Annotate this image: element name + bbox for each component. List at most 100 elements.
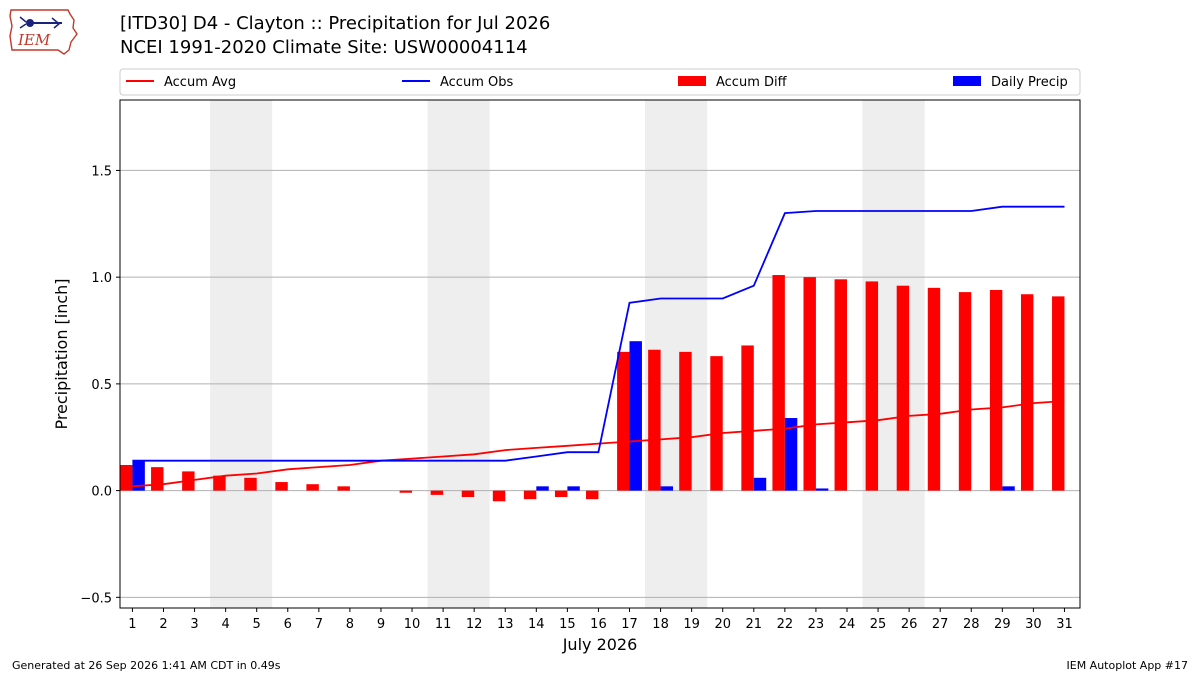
x-tick-label: 27: [932, 617, 949, 632]
chart-subtitle: NCEI 1991-2020 Climate Site: USW00004114: [120, 37, 528, 58]
accum-diff-bar: [865, 281, 879, 491]
accum-diff-bar: [989, 289, 1003, 491]
accum-diff-bar: [151, 467, 164, 491]
accum-diff-bar: [834, 279, 847, 491]
accum-diff-bar: [244, 477, 257, 491]
daily-precip-bar: [536, 486, 549, 491]
wind-icon: [19, 16, 61, 29]
x-tick-label: 29: [994, 617, 1011, 632]
x-tick-label: 18: [652, 617, 669, 632]
x-tick-label: 23: [808, 617, 825, 632]
legend-item-accum-obs: Accum Obs: [402, 75, 513, 90]
x-tick-label: 30: [1025, 617, 1042, 632]
x-tick-label: 4: [221, 617, 229, 632]
daily-precip-bar: [753, 477, 767, 491]
accum-diff-bar: [275, 482, 288, 491]
iowa-outline: [9, 9, 78, 55]
x-tick-label: 9: [377, 617, 385, 632]
x-tick-label: 21: [746, 617, 763, 632]
legend-item-daily-precip: Daily Precip: [953, 75, 1068, 90]
accum-diff-bar: [430, 490, 444, 495]
accum-diff-bar: [896, 285, 910, 491]
x-tick-label: 25: [870, 617, 887, 632]
logo-text: IEM: [17, 31, 51, 49]
accum-diff-bar: [586, 490, 599, 500]
x-tick-label: 22: [777, 617, 794, 632]
legend-label: Accum Diff: [716, 75, 788, 90]
plot-frame: [119, 99, 1081, 609]
accum-diff-bar: [120, 464, 133, 491]
x-tick-label: 26: [901, 617, 918, 632]
legend: Accum Avg Accum Obs Accum Diff Daily Precip: [119, 68, 1081, 96]
x-tick-label: 7: [315, 617, 323, 632]
x-tick-label: 2: [159, 617, 167, 632]
accum-obs-line: [132, 205, 1065, 462]
y-axis-label: Precipitation [inch]: [52, 278, 71, 429]
x-tick-label: 31: [1056, 617, 1073, 632]
daily-precip-bar: [660, 486, 674, 491]
x-tick-label: 6: [284, 617, 292, 632]
chart-title: [ITD30] D4 - Clayton :: Precipitation fo…: [120, 13, 551, 34]
generated-timestamp: Generated at 26 Sep 2026 1:41 AM CDT in …: [12, 659, 281, 672]
accum-diff-bar: [803, 277, 816, 491]
x-tick-label: 28: [963, 617, 980, 632]
accum-diff-bar: [710, 356, 723, 491]
accum-diff-bar: [927, 287, 941, 491]
accum-diff-bar: [213, 475, 226, 491]
y-tick-label: −0.5: [80, 591, 112, 606]
weekend-band: [427, 100, 490, 608]
accum-diff-bar: [958, 292, 972, 491]
y-tick-label: 0.0: [91, 485, 112, 500]
x-tick-label: 16: [590, 617, 607, 632]
accum-diff-bar: [772, 275, 785, 491]
x-tick-label: 5: [253, 617, 261, 632]
daily-precip-bar: [629, 341, 642, 491]
accum-diff-bar: [1052, 296, 1065, 491]
legend-item-accum-avg: Accum Avg: [126, 75, 236, 90]
y-tick-label: 1.0: [91, 271, 112, 286]
x-tick-label: 3: [190, 617, 198, 632]
x-tick-label: 17: [621, 617, 638, 632]
daily-precip-bar: [1002, 486, 1015, 491]
accum-diff-bar: [306, 484, 319, 491]
autoplot-app-label: IEM Autoplot App #17: [1066, 659, 1189, 672]
x-tick-label: 15: [559, 617, 576, 632]
accum-diff-bar: [554, 490, 568, 498]
x-tick-label: 14: [528, 617, 545, 632]
x-tick-label: 12: [466, 617, 483, 632]
x-tick-label: 1: [128, 617, 136, 632]
accum-diff-bar: [399, 490, 413, 493]
accum-diff-bar: [617, 351, 630, 491]
legend-box: [119, 68, 1081, 96]
weekend-band: [210, 100, 273, 608]
x-tick-label: 19: [683, 617, 700, 632]
x-tick-label: 10: [404, 617, 421, 632]
accum-diff-bar: [679, 351, 692, 491]
daily-precip-bar: [815, 488, 829, 491]
accum-diff-bar: [648, 349, 661, 491]
x-tick-label: 8: [346, 617, 354, 632]
iem-logo: IEM: [9, 9, 78, 55]
legend-item-accum-diff: Accum Diff: [678, 75, 788, 90]
accum-avg-line: [132, 400, 1065, 488]
legend-swatch-bar: [953, 76, 981, 86]
daily-precip-bar: [567, 486, 580, 491]
legend-label: Daily Precip: [991, 75, 1068, 90]
x-tick-label: 24: [839, 617, 856, 632]
daily-precip-bar: [132, 460, 145, 491]
y-tick-label: 0.5: [91, 378, 112, 393]
accum-diff-bar: [461, 490, 475, 498]
accum-diff-bar: [741, 345, 754, 491]
accum-diff-bar: [492, 490, 506, 502]
y-tick-label: 1.5: [91, 164, 112, 179]
x-tick-label: 11: [435, 617, 452, 632]
accum-diff-bar: [337, 486, 350, 491]
legend-swatch-bar: [678, 76, 706, 86]
accum-diff-bar: [523, 490, 537, 500]
legend-label: Accum Avg: [164, 75, 236, 90]
x-tick-label: 13: [497, 617, 514, 632]
x-tick-label: 20: [714, 617, 731, 632]
x-axis-label: July 2026: [562, 635, 638, 654]
accum-diff-bar: [1020, 294, 1034, 491]
